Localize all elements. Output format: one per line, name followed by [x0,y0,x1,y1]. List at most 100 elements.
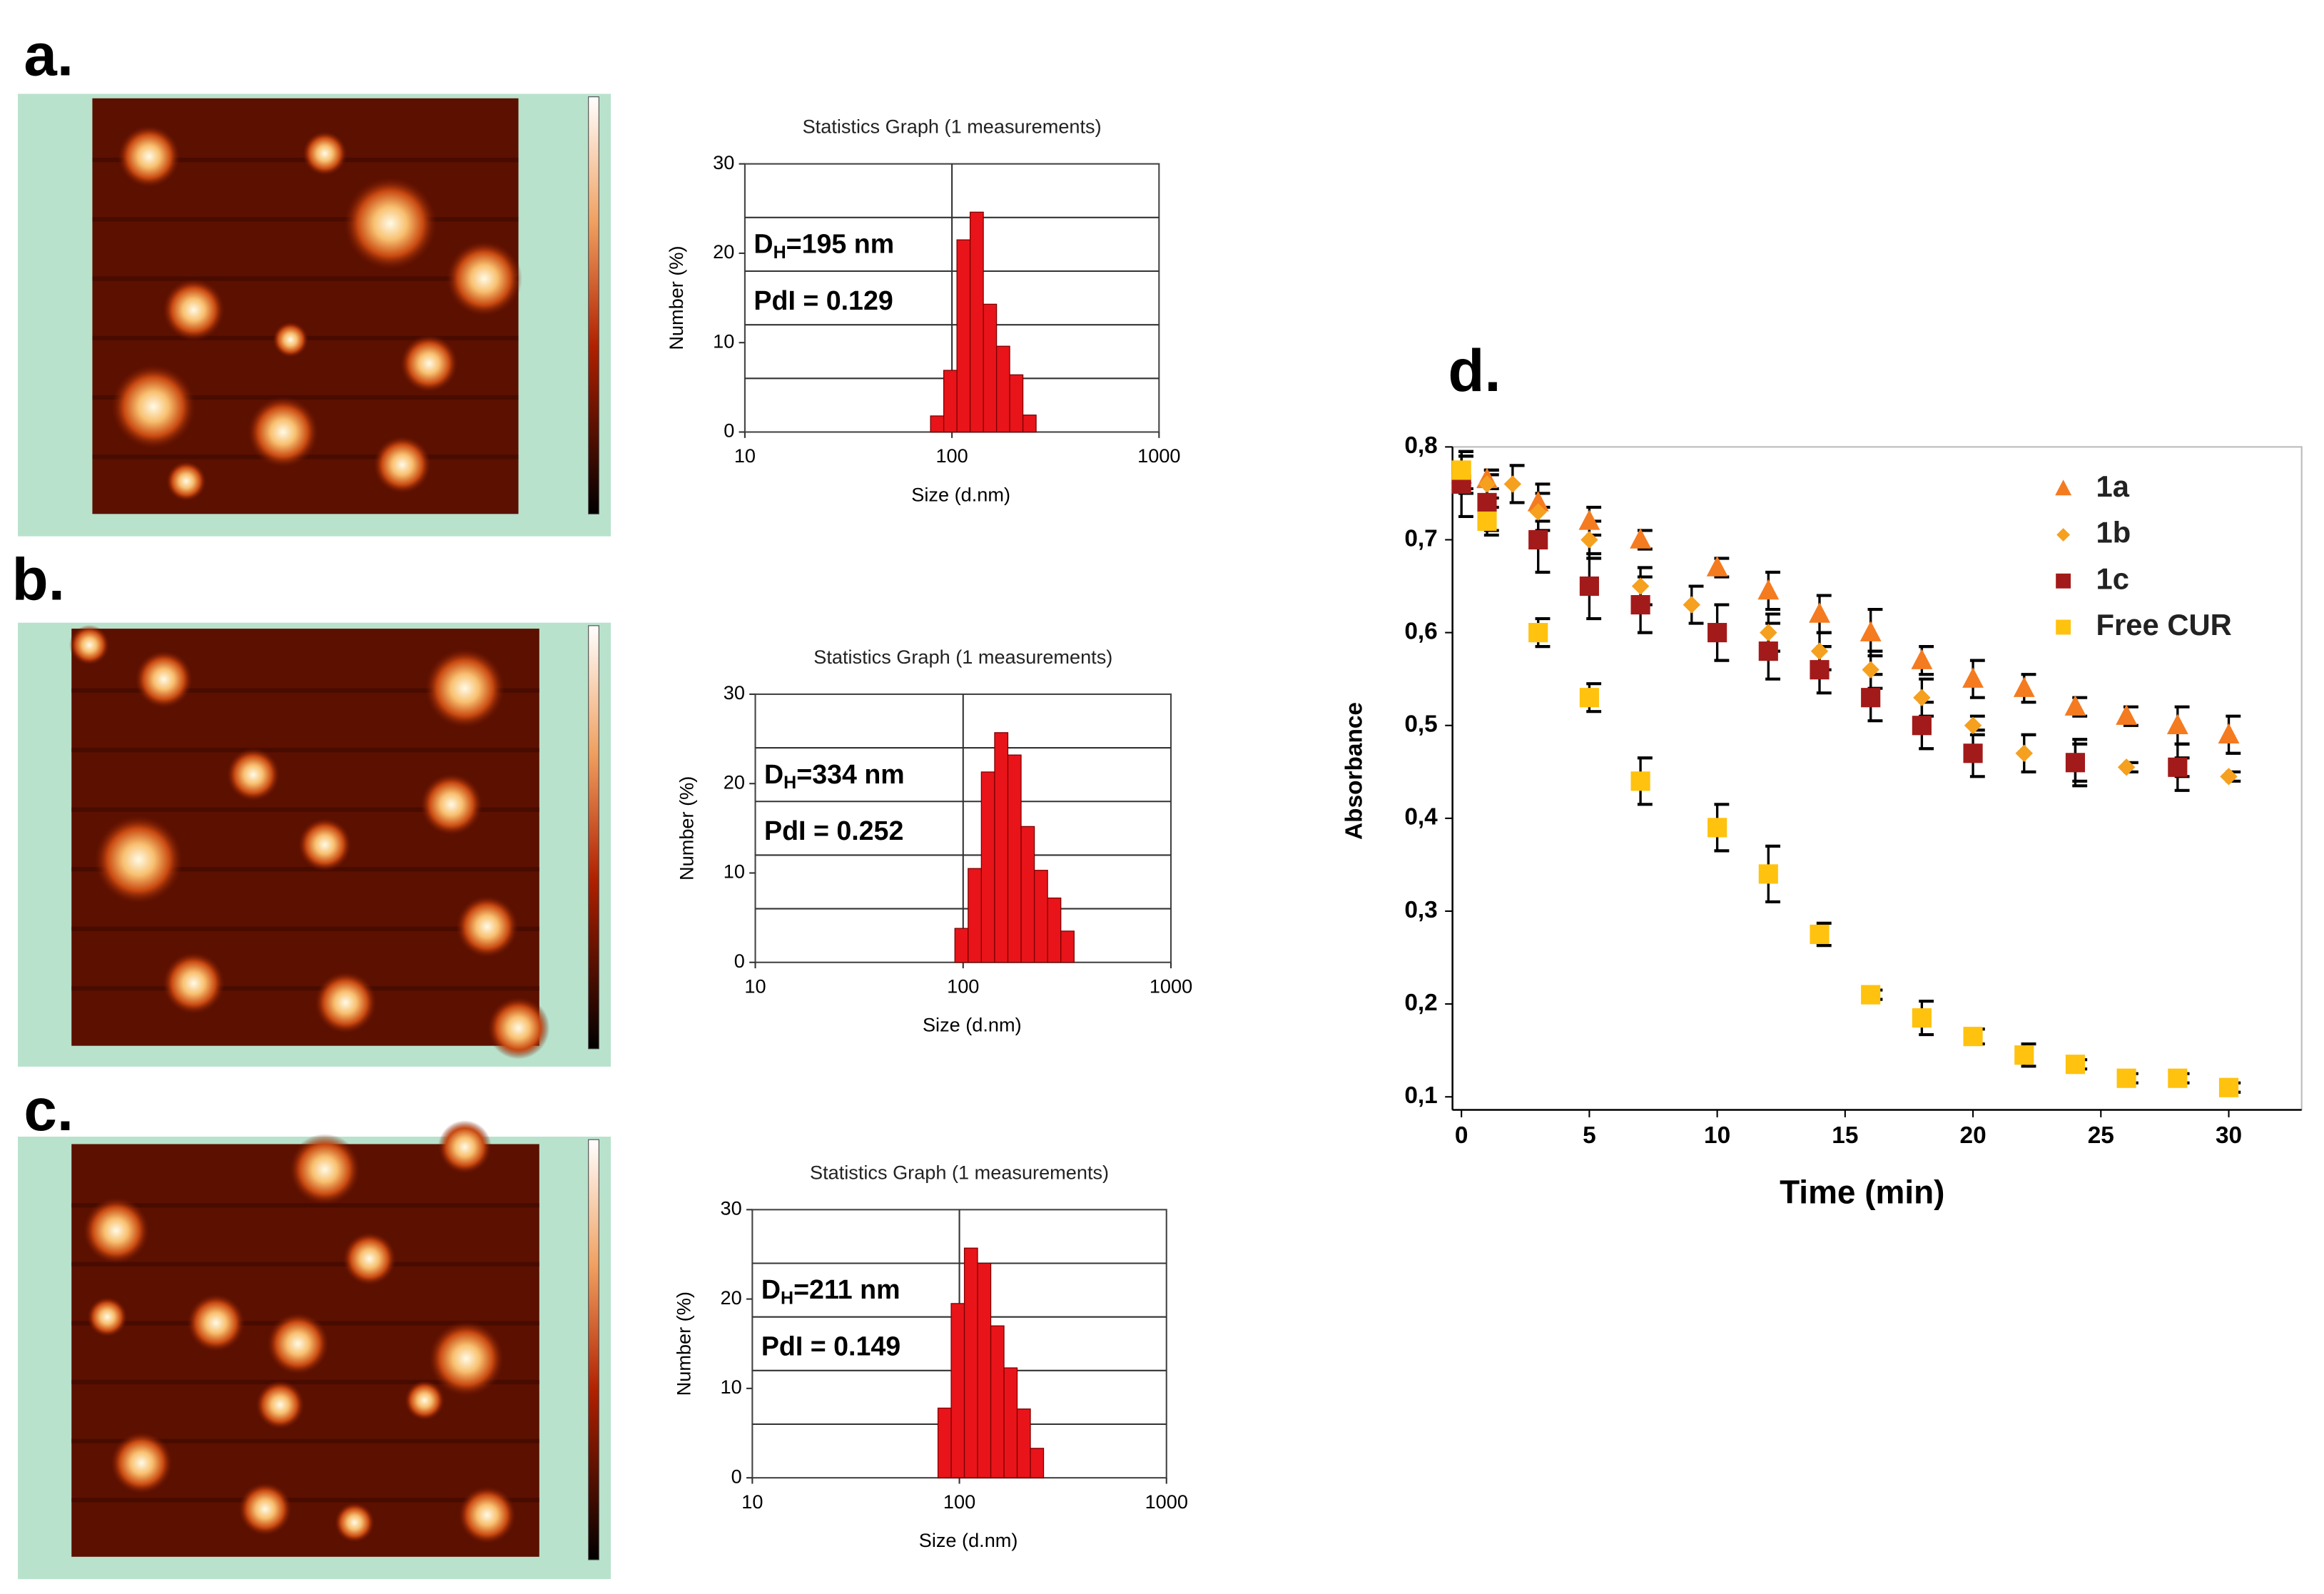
afm-particle [247,396,319,468]
y-axis-label: Number (%) [676,776,698,880]
y-tick-label: 30 [713,151,734,173]
annotation-symbol: D [761,1274,781,1304]
marker [1528,623,1548,643]
y-tick-label: 0,6 [1404,618,1437,644]
x-tick-label: 10 [734,445,756,467]
afm-particle [187,1294,245,1352]
afm-particle [87,1296,128,1337]
y-tick-label: 0,1 [1404,1082,1437,1109]
afm-particle [400,334,459,393]
chart-title: Statistics Graph (1 measurements) [810,1161,1109,1183]
marker [1630,594,1650,615]
marker [1477,492,1497,513]
annotation-text: PdI = 0.252 [764,816,903,846]
afm-particle [82,1197,150,1264]
marker [1757,579,1780,600]
marker [1861,688,1881,708]
afm-streak [71,1438,539,1443]
marker [2218,723,2240,743]
afm-colorbar [588,1139,599,1560]
x-tick-label: 1000 [1145,1491,1188,1513]
marker [1962,667,1984,688]
histogram-bar [956,239,971,433]
afm-colorbar [588,96,599,514]
chart-title: Statistics Graph (1 measurements) [813,646,1112,668]
histogram-bar [983,303,998,433]
afm-streak [71,1498,539,1503]
afm-particle [425,648,505,729]
marker [1451,460,1471,480]
x-tick-label: 10 [744,975,766,997]
panel-label: c. [24,1076,73,1143]
afm-particle [342,1232,397,1286]
annotation-text: =195 nm [786,228,894,258]
marker [2013,676,2035,697]
x-tick-label: 5 [1583,1122,1596,1149]
panel-label: d. [1448,337,1501,404]
y-tick-label: 0,7 [1404,525,1437,552]
marker [1631,577,1650,595]
annotation: PdI = 0.129 [753,285,893,315]
legend-label: 1a [2096,469,2130,503]
marker [1477,511,1497,532]
histogram-bar [977,1262,992,1478]
x-tick-label: 100 [947,975,979,997]
afm-streak [71,867,539,872]
y-tick-label: 0,2 [1404,990,1437,1016]
x-tick-label: 1000 [1150,975,1192,997]
afm-particle [238,1482,293,1536]
x-tick-label: 20 [1960,1122,1986,1149]
x-axis-label: Time (min) [1780,1174,1944,1211]
marker [2065,1055,2086,1075]
histogram-bar [1022,415,1037,433]
annotation-text: =211 nm [793,1274,900,1304]
afm-particle [273,321,309,358]
histogram-bar [1009,374,1024,433]
histogram-bar [937,1407,952,1478]
y-tick-label: 0,5 [1404,711,1437,738]
legend-marker [2056,528,2071,542]
histogram-bar [968,868,982,963]
afm-streak [71,986,539,991]
marker [1478,475,1496,493]
annotation-subscript: H [773,243,786,263]
legend-marker [2056,573,2071,589]
histogram-bar [1060,930,1075,963]
y-tick-label: 20 [724,771,745,793]
y-tick-label: 20 [713,240,734,263]
afm-streak [71,688,539,693]
y-tick-label: 0,4 [1404,804,1438,831]
afm-colorbar [588,625,599,1050]
annotation: DH=334 nm [764,759,905,793]
histogram-bar [995,345,1010,433]
y-tick-label: 30 [724,681,745,704]
x-axis-label: Size (d.nm) [911,483,1010,505]
histogram-bar [1020,826,1035,963]
x-axis-label: Size (d.nm) [923,1014,1022,1036]
y-tick-label: 0 [724,420,734,442]
marker [2065,753,2086,773]
hist-panel-bg [655,104,1204,522]
afm-particle [255,1380,305,1430]
histogram-bar [969,211,984,433]
afm-particle [487,996,550,1060]
afm-particle [134,650,193,709]
annotation-text: PdI = 0.149 [761,1331,900,1361]
marker [1963,1027,1983,1047]
histogram-bar [994,732,1009,963]
histogram-bar [963,1247,978,1478]
marker [1810,924,1830,945]
afm-streak [71,748,539,753]
afm-particle [334,1502,375,1543]
afm-particle [226,748,280,802]
y-tick-label: 0 [734,950,745,972]
legend-label: 1c [2096,562,2129,595]
marker [1529,503,1547,521]
marker [1503,475,1522,493]
hist-panel-bg [663,1149,1212,1568]
afm-streak [92,395,519,400]
x-tick-label: 100 [943,1491,975,1513]
annotation-symbol: D [753,228,773,258]
